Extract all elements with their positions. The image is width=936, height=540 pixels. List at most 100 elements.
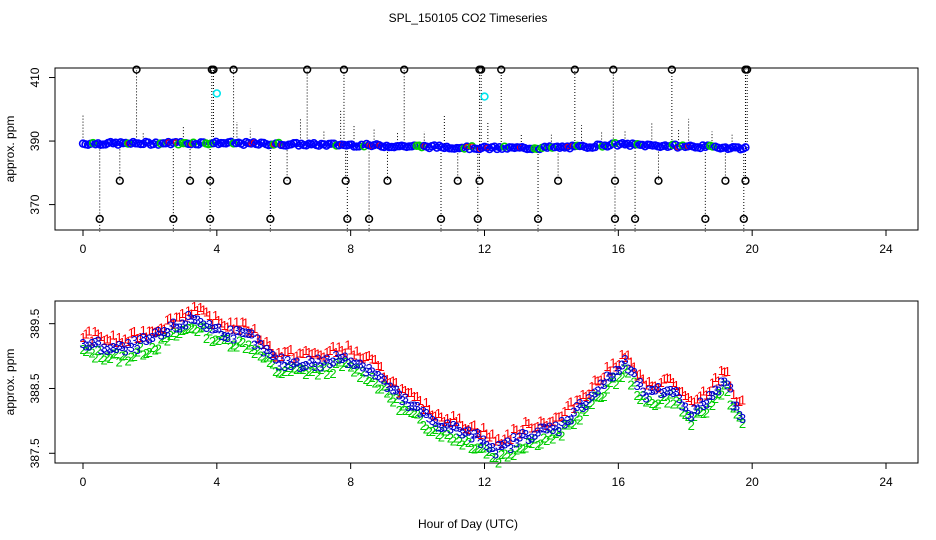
bottom-series-1-point: 1 [450,408,457,423]
bottom-series-2-point: 2 [615,369,622,384]
x-axis-label: Hour of Day (UTC) [418,517,518,531]
bottom-series-1-point: 1 [546,415,553,430]
bottom-series-1-point: 1 [543,418,550,433]
bottom-series-1-point: 1 [396,386,403,401]
bottom-series-3-point: 3 [438,420,445,435]
top-cyan-marker [212,89,222,98]
bottom-series-1-point: 1 [697,388,704,403]
bottom-series-1-point: 1 [203,304,210,319]
bottom-series-3-point: 3 [573,399,580,414]
bottom-series-2-point: 2 [125,354,132,369]
bottom-series-2-point: 2 [387,391,394,406]
bottom-series-2-point: 2 [609,371,616,386]
bottom-series-3-point: 3 [311,359,318,374]
bottom-series-2-point: 2 [197,321,204,336]
bottom-series-2-point: 2 [326,360,333,375]
bottom-series-2-point: 2 [254,342,261,357]
bottom-series-3-point: 3 [525,432,532,447]
bottom-series-3-point: 3 [582,398,589,413]
bottom-series-1-point: 1 [588,379,595,394]
bottom-series-1-point: 1 [501,431,508,446]
bottom-series-1-point: 1 [736,394,743,409]
bottom-series-2-point: 2 [399,399,406,414]
bottom-series-1-point: 1 [185,304,192,319]
bottom-series-1-point: 1 [242,316,249,331]
bottom-series-1-point: 1 [384,372,391,387]
bottom-series-2-point: 2 [299,362,306,377]
bottom-series-1-point: 1 [200,303,207,318]
bottom-x-tick-label: 4 [213,475,220,489]
bottom-series-3-point: 3 [293,354,300,369]
bottom-series-3-point: 3 [633,378,640,393]
bottom-series-3-point: 3 [606,369,613,384]
bottom-series-3-point: 3 [447,421,454,436]
bottom-series-1-point: 1 [347,342,354,357]
bottom-series-1-point: 1 [125,334,132,349]
bottom-series-3-point: 3 [462,424,469,439]
bottom-series-3-point: 3 [209,321,216,336]
bottom-series-2-point: 2 [393,391,400,406]
bottom-series-2-point: 2 [155,341,162,356]
bottom-series-3-point: 3 [257,337,264,352]
bottom-series-2-point: 2 [248,342,255,357]
bottom-series-2-point: 2 [152,343,159,358]
bottom-series-1-point: 1 [188,306,195,321]
bottom-series-2-point: 2 [700,406,707,421]
bottom-series-1-point: 1 [290,351,297,366]
bottom-series-1-point: 1 [236,322,243,337]
bottom-series-1-point: 1 [603,359,610,374]
bottom-series-1-point: 1 [573,393,580,408]
bottom-series-3-point: 3 [528,431,535,446]
bottom-series-2-point: 2 [492,450,499,465]
bottom-series-3-point: 3 [558,414,565,429]
bottom-series-2-point: 2 [652,398,659,413]
bottom-series-3-point: 3 [685,407,692,422]
bottom-series-2-point: 2 [432,422,439,437]
bottom-series-3-point: 3 [712,382,719,397]
bottom-series-1-point: 1 [317,348,324,363]
bottom-series-3-point: 3 [567,412,574,427]
bottom-series-3-point: 3 [116,338,123,353]
bottom-series-1-point: 1 [555,409,562,424]
bottom-series-3-point: 3 [417,405,424,420]
bottom-series-3-point: 3 [585,391,592,406]
top-mid-marker [553,176,563,185]
bottom-series-3-point: 3 [402,391,409,406]
bottom-series-2-point: 2 [549,432,556,447]
bottom-series-2-point: 2 [194,324,201,339]
bottom-series-3-point: 3 [645,382,652,397]
bottom-series-2-point: 2 [257,349,264,364]
bottom-series-2-point: 2 [459,437,466,452]
bottom-series-2-point: 2 [642,394,649,409]
bottom-series-3-point: 3 [636,375,643,390]
bottom-series-1-point: 1 [287,342,294,357]
bottom-series-2-point: 2 [712,391,719,406]
bottom-series-2-point: 2 [558,429,565,444]
bottom-series-1-point: 1 [477,427,484,442]
bottom-series-3-point: 3 [299,359,306,374]
bottom-series-2-point: 2 [594,390,601,405]
top-high-marker [303,65,312,74]
bottom-series-3-point: 3 [501,437,508,452]
bottom-series-2-point: 2 [456,434,463,449]
bottom-series-1-point: 1 [609,356,616,371]
bottom-series-2-point: 2 [381,378,388,393]
bottom-series-3-point: 3 [97,343,104,358]
bottom-series-3-point: 3 [194,313,201,328]
bottom-series-1-point: 1 [417,393,424,408]
bottom-series-1-point: 1 [630,360,637,375]
bottom-series-1-point: 1 [624,347,631,362]
bottom-series-3-point: 3 [344,356,351,371]
bottom-series-1-point: 1 [465,422,472,437]
bottom-series-1-point: 1 [293,348,300,363]
bottom-series-2-point: 2 [552,426,559,441]
bottom-series-1-point: 1 [549,413,556,428]
bottom-series-1-point: 1 [103,332,110,347]
bottom-series-2-point: 2 [570,417,577,432]
bottom-series-3-point: 3 [245,326,252,341]
bottom-series-2-point: 2 [474,441,481,456]
bottom-series-2-point: 2 [215,333,222,348]
top-mid-marker [341,176,350,185]
bottom-series-2-point: 2 [507,447,514,462]
bottom-series-3-point: 3 [600,377,607,392]
